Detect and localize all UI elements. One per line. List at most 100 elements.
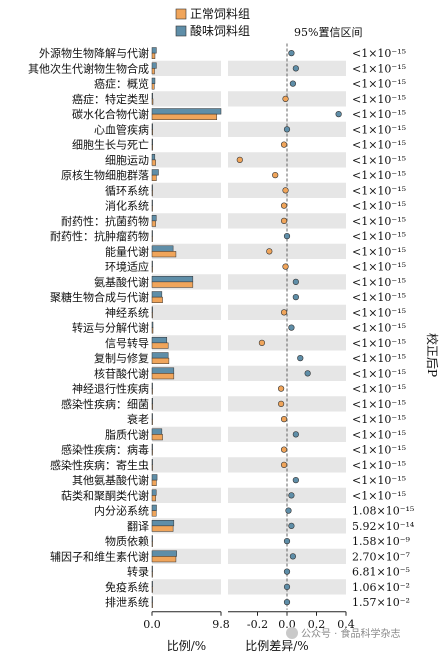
category-label: 耐药性：抗菌药物: [61, 214, 149, 228]
category-label: 衰老: [127, 412, 149, 426]
category-label: 聚糖生物合成与代谢: [50, 290, 149, 304]
category-label: 能量代谢: [105, 244, 149, 258]
bar-normal-feed: [151, 388, 153, 395]
bar-acid-feed: [151, 169, 159, 176]
legend-ci-label: 95%置信区间: [294, 26, 362, 39]
bar-acid-feed: [151, 474, 158, 481]
bar-normal-feed: [151, 495, 156, 502]
row-shade: [152, 396, 221, 412]
bar-normal-feed: [151, 220, 156, 227]
row-shade: [152, 304, 221, 320]
p-value: <1×10⁻¹⁵: [352, 383, 406, 396]
bar-normal-feed: [151, 159, 156, 166]
bar-normal-feed: [151, 586, 153, 593]
bar-normal-feed: [151, 601, 153, 608]
bar-acid-feed: [151, 77, 156, 84]
bar-acid-feed: [151, 260, 153, 267]
diff-point-normal: [280, 202, 288, 209]
row-shade: [152, 579, 221, 595]
bar-normal-feed: [151, 327, 154, 334]
category-label: 转运与分解代谢: [72, 321, 149, 335]
diff-point-acid: [304, 370, 311, 377]
p-value: 1.58×10⁻⁹: [352, 535, 411, 548]
row-shade: [152, 60, 221, 76]
row-shade: [152, 121, 221, 137]
bar-acid-feed: [151, 398, 153, 405]
left-axis-label: 比例/%: [167, 639, 206, 653]
category-label: 消化系统: [105, 199, 149, 213]
bar-normal-feed: [151, 571, 153, 578]
row-shade: [228, 274, 346, 290]
bar-normal-feed: [151, 144, 153, 151]
p-value: <1×10⁻¹⁵: [352, 245, 406, 258]
diff-point-acid: [283, 599, 291, 606]
p-value: <1×10⁻¹⁵: [352, 322, 406, 335]
bar-acid-feed: [151, 184, 153, 191]
diff-point-acid: [297, 355, 304, 362]
p-value: 1.08×10⁻¹⁵: [352, 505, 414, 518]
right-tick-label: 0.2: [308, 618, 326, 631]
left-tick-label: 9.8: [212, 618, 230, 631]
bar-normal-feed: [151, 68, 155, 75]
diff-point-acid: [292, 431, 299, 438]
bar-acid-feed: [151, 459, 153, 466]
bar-normal-feed: [151, 449, 153, 456]
bar-acid-feed: [151, 367, 175, 374]
p-value: <1×10⁻¹⁵: [352, 261, 406, 274]
legend-swatch: [175, 8, 187, 20]
category-label: 心血管疾病: [94, 122, 149, 136]
p-value: <1×10⁻¹⁵: [352, 123, 406, 136]
bar-acid-feed: [151, 230, 153, 237]
diff-point-normal: [282, 187, 289, 194]
legend-swatch: [175, 25, 187, 37]
diff-point-acid: [283, 538, 291, 545]
bar-normal-feed: [151, 174, 157, 181]
p-value: <1×10⁻¹⁵: [352, 47, 406, 60]
diff-point-normal: [280, 217, 288, 224]
bar-acid-feed: [151, 382, 153, 389]
watermark-text: 公众号 · 食品科学杂志: [301, 629, 401, 640]
p-value: <1×10⁻¹⁵: [352, 398, 406, 411]
category-label: 外源物生物降解与代谢: [39, 46, 149, 60]
diff-point-acid: [292, 477, 299, 484]
bar-acid-feed: [151, 62, 157, 69]
bar-normal-feed: [151, 235, 153, 242]
bar-normal-feed: [151, 418, 153, 425]
diff-point-normal: [278, 400, 285, 407]
bar-acid-feed: [151, 306, 153, 313]
diff-point-normal: [280, 416, 288, 423]
bar-acid-feed: [151, 535, 153, 542]
p-value: 1.57×10⁻²: [352, 596, 410, 609]
category-label: 脂质代谢: [105, 427, 149, 441]
category-label: 感染性疾病：寄生虫: [50, 458, 149, 472]
category-label: 神经退行性疾病: [72, 382, 149, 396]
right-tick-label: -0.2: [247, 618, 268, 631]
category-label: 神经系统: [105, 305, 149, 319]
category-label: 癌症：特定类型: [72, 92, 149, 106]
bar-acid-feed: [151, 413, 153, 420]
p-value: <1×10⁻¹⁵: [352, 474, 406, 487]
diff-point-normal: [280, 141, 288, 148]
diff-point-normal: [280, 446, 288, 453]
diff-point-acid: [289, 553, 297, 560]
p-value: <1×10⁻¹⁵: [352, 154, 406, 167]
bar-acid-feed: [151, 199, 153, 206]
bar-acid-feed: [151, 47, 157, 54]
bar-normal-feed: [151, 251, 177, 258]
bar-acid-feed: [151, 550, 177, 557]
category-label: 物质依赖: [105, 534, 149, 548]
category-label: 信号转导: [105, 336, 149, 350]
row-shade: [152, 213, 221, 229]
category-label: 其他次生代谢物生物合成: [28, 61, 149, 75]
bar-acid-feed: [151, 245, 174, 252]
bar-normal-feed: [151, 296, 163, 303]
watermark: 公众号 · 食品科学杂志: [286, 625, 401, 640]
row-shade: [228, 365, 346, 381]
bar-normal-feed: [151, 113, 218, 120]
row-shade: [228, 335, 346, 351]
right-tick-label: 0.4: [337, 618, 355, 631]
bar-acid-feed: [151, 581, 153, 588]
diff-point-acid: [292, 294, 299, 301]
diff-point-normal: [272, 172, 279, 179]
